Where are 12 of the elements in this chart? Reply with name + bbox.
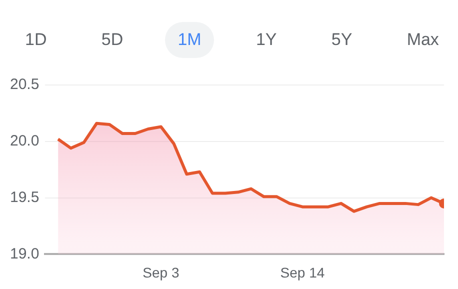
y-tick-label: 20.0	[10, 132, 40, 150]
y-tick-label: 19.0	[10, 245, 40, 262]
text: 1D	[24, 29, 48, 51]
text: 5Y	[330, 29, 354, 51]
y-tick-label: 19.5	[10, 188, 40, 206]
text: 1Y	[254, 29, 278, 51]
text: 1M	[164, 22, 214, 58]
text: 5D	[100, 29, 124, 51]
y-tick-label: 20.5	[10, 76, 40, 94]
x-tick-label: Sep 14	[280, 264, 325, 280]
x-tick-label: Sep 3	[142, 264, 180, 280]
text: Max	[406, 29, 440, 51]
